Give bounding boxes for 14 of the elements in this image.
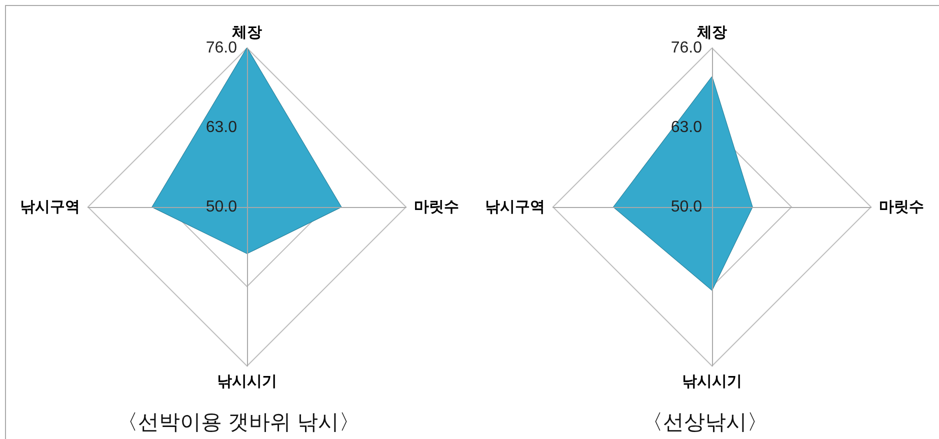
spoke-label: 낚시구역	[485, 198, 545, 216]
spoke-label: 체장	[231, 24, 262, 41]
y-tick-label: 76.0	[670, 40, 702, 56]
text: 〈선박이용 갯바위 낚시〉	[117, 411, 360, 434]
text: 〈선상낚시〉	[642, 411, 768, 434]
spoke-label: 마릿수	[414, 198, 459, 216]
spoke-label: 체장	[696, 24, 727, 41]
spoke-label: 마릿수	[879, 198, 924, 216]
spoke-label: 낚시구역	[20, 198, 80, 216]
y-tick-label: 63.0	[670, 119, 702, 136]
spoke-label: 낚시시기	[682, 373, 742, 390]
y-tick-label: 76.0	[206, 40, 238, 56]
y-tick-label: 63.0	[206, 119, 238, 136]
spoke-label: 낚시시기	[217, 373, 277, 390]
